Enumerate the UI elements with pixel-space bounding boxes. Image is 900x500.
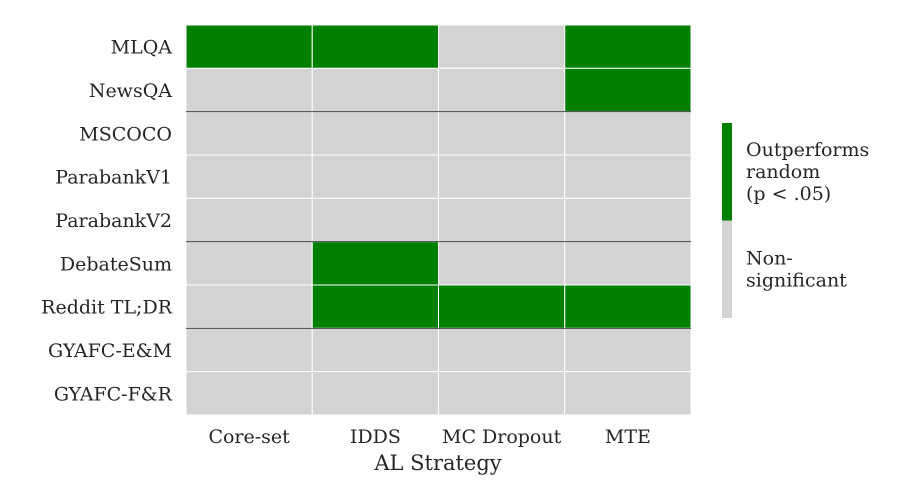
heatmap-cell bbox=[311, 241, 439, 286]
heatmap-cell bbox=[438, 67, 566, 113]
heatmap-cell bbox=[311, 284, 439, 329]
row-tick-label: Reddit TL;DR bbox=[41, 297, 173, 319]
legend-label: Non-significant bbox=[746, 247, 847, 291]
heatmap-cell bbox=[564, 371, 692, 416]
heatmap-cell bbox=[185, 154, 313, 199]
heatmap-cell bbox=[311, 197, 439, 243]
row-tick-label: MLQA bbox=[111, 37, 173, 59]
heatmap-cell bbox=[185, 67, 313, 113]
heatmap-cell bbox=[564, 241, 692, 286]
column-tick-label: IDDS bbox=[350, 426, 401, 448]
heatmap-cell bbox=[311, 327, 439, 373]
heatmap-cell bbox=[564, 111, 692, 156]
heatmap-cell bbox=[564, 327, 692, 373]
heatmap-cell bbox=[564, 197, 692, 243]
heatmap-cell bbox=[185, 24, 313, 69]
heatmap-cell bbox=[311, 67, 439, 113]
heatmap-cell bbox=[185, 241, 313, 286]
row-tick-label: ParabankV1 bbox=[55, 167, 172, 189]
heatmap-cell bbox=[438, 24, 566, 69]
legend-swatch bbox=[722, 123, 732, 221]
heatmap-cell bbox=[438, 111, 566, 156]
row-tick-label: ParabankV2 bbox=[55, 210, 172, 232]
heatmap-cell bbox=[311, 24, 439, 69]
heatmap-cell bbox=[438, 371, 566, 416]
heatmap-cell bbox=[564, 24, 692, 69]
heatmap-cell bbox=[311, 371, 439, 416]
heatmap-cell bbox=[185, 371, 313, 416]
row-tick-label: NewsQA bbox=[89, 80, 172, 102]
column-tick-label: MC Dropout bbox=[442, 426, 562, 448]
heatmap-cell bbox=[564, 154, 692, 199]
heatmap-cell bbox=[311, 154, 439, 199]
heatmap-cell bbox=[438, 241, 566, 286]
heatmap-cell bbox=[185, 111, 313, 156]
column-tick-label: Core-set bbox=[208, 426, 290, 448]
heatmap-cell bbox=[185, 284, 313, 329]
column-tick-label: MTE bbox=[605, 426, 651, 448]
row-tick-label: DebateSum bbox=[60, 253, 172, 275]
heatmap-cell bbox=[311, 111, 439, 156]
heatmap-cell bbox=[185, 197, 313, 243]
heatmap-cell bbox=[185, 327, 313, 373]
x-axis-title: AL Strategy bbox=[373, 451, 501, 475]
legend-label: Outperforms random (p < .05) bbox=[746, 139, 869, 205]
heatmap-cell bbox=[438, 154, 566, 199]
heatmap-cell bbox=[438, 197, 566, 243]
heatmap-cell bbox=[438, 327, 566, 373]
row-tick-label: MSCOCO bbox=[79, 123, 172, 145]
group-separators bbox=[186, 111, 691, 329]
heatmap-cell bbox=[564, 284, 692, 329]
heatmap-cells bbox=[185, 24, 692, 416]
row-tick-label: GYAFC-F&R bbox=[54, 383, 173, 405]
row-tick-label: GYAFC-E&M bbox=[48, 340, 172, 362]
legend: Outperforms random (p < .05) Non-significan… bbox=[722, 123, 869, 318]
column-labels: Core-set IDDS MC Dropout MTE bbox=[208, 426, 650, 448]
legend-swatch bbox=[722, 220, 732, 318]
heatmap-cell bbox=[438, 284, 566, 329]
row-labels: MLQA NewsQA MSCOCO ParabankV1 ParabankV2 Deba… bbox=[41, 37, 173, 406]
heatmap-cell bbox=[564, 67, 692, 113]
